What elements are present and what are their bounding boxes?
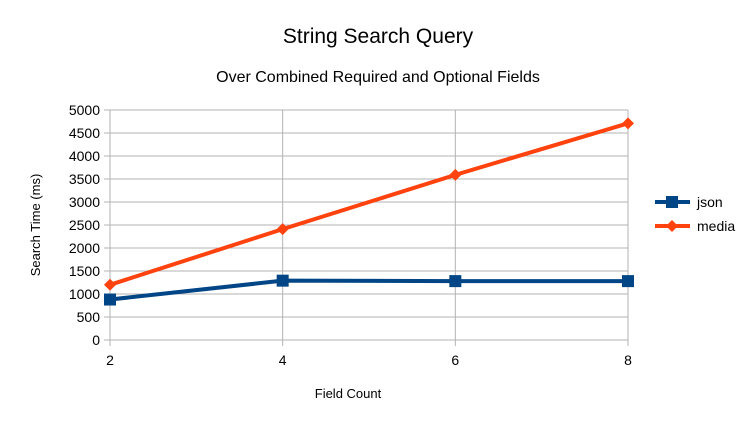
- x-tick-labels: 2 4 6 8: [106, 352, 632, 368]
- data-point-json: [276, 274, 289, 287]
- legend-label: json: [696, 194, 723, 210]
- data-point-media: [276, 223, 289, 236]
- data-point-json: [449, 275, 462, 288]
- data-point-json: [104, 293, 116, 306]
- y-axis-label: Search Time (ms): [28, 174, 43, 277]
- x-tick-label: 8: [624, 352, 632, 368]
- y-tick-label: 4000: [69, 148, 100, 164]
- y-tick-label: 500: [77, 309, 101, 325]
- data-point-json: [622, 275, 634, 288]
- y-tick-label: 4500: [69, 125, 100, 141]
- x-tick-label: 4: [279, 352, 287, 368]
- series-json: [104, 274, 634, 306]
- data-point-media: [104, 278, 116, 291]
- y-tick-label: 0: [92, 332, 100, 348]
- series-media: [104, 117, 634, 291]
- legend-marker: [666, 196, 678, 208]
- series-line-media: [109, 121, 629, 287]
- y-tick-label: 3500: [69, 171, 100, 187]
- x-tick-label: 2: [106, 352, 114, 368]
- y-tick-label: 2500: [69, 217, 100, 233]
- y-tick-label: 1000: [69, 286, 100, 302]
- legend-label: media: [697, 218, 735, 234]
- x-axis-label: Field Count: [315, 386, 382, 401]
- y-tick-label: 2000: [69, 240, 100, 256]
- legend-marker: [666, 220, 678, 232]
- legend: json media: [655, 194, 735, 234]
- x-tick-label: 6: [451, 352, 459, 368]
- y-tick-label: 1500: [69, 263, 100, 279]
- series-line-json: [109, 278, 628, 302]
- series: [104, 117, 634, 306]
- legend-entry-media: media: [655, 218, 735, 234]
- data-point-media: [449, 168, 462, 181]
- legend-entry-json: json: [655, 194, 723, 210]
- y-tick-labels: 0 500 1000 1500 2000 2500 3000 3500 4000 4500 5000: [69, 102, 100, 348]
- chart-subtitle: Over Combined Required and Optional Fiel…: [216, 69, 540, 86]
- chart-title: String Search Query: [283, 25, 474, 48]
- data-point-media: [622, 117, 634, 130]
- y-tick-label: 5000: [69, 102, 100, 118]
- y-tick-label: 3000: [69, 194, 100, 210]
